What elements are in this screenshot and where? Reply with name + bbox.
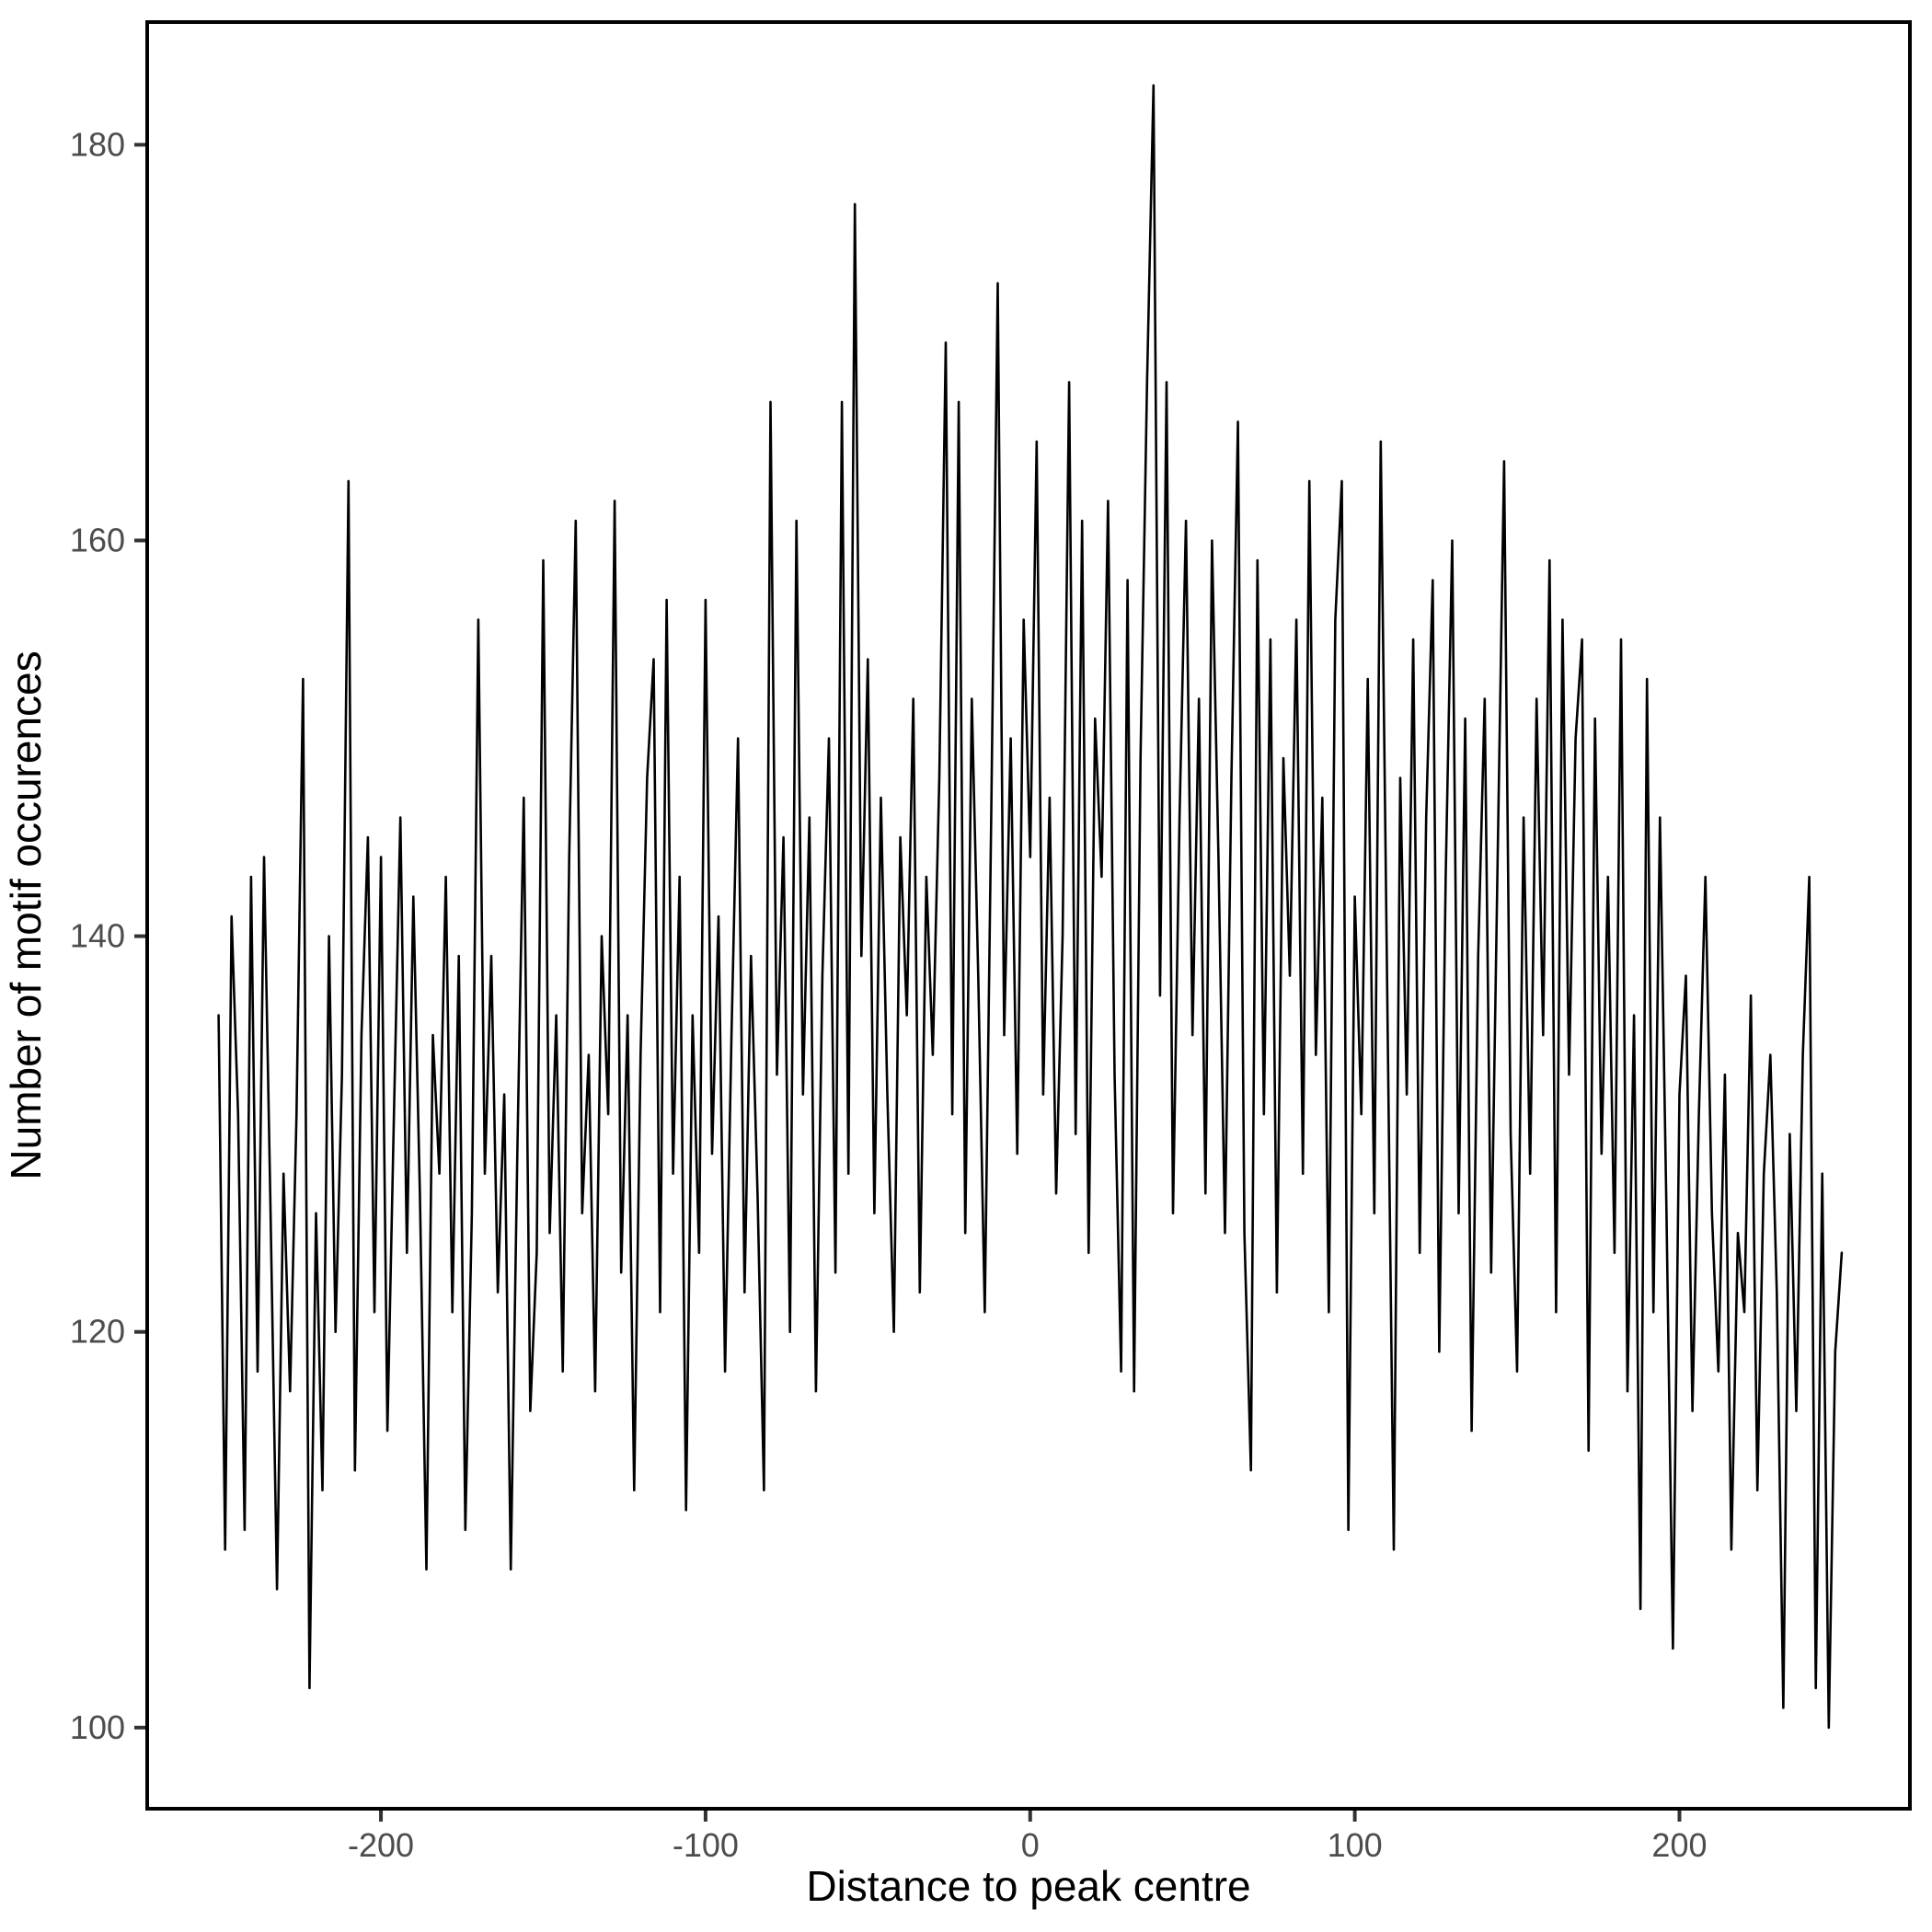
axis-tick-marks [134, 143, 1682, 1822]
y-tick-label: 140 [70, 917, 125, 955]
y-tick-label: 160 [70, 521, 125, 558]
x-tick-label: -200 [348, 1826, 414, 1864]
y-tick-label: 180 [70, 125, 125, 163]
x-tick-label: 200 [1651, 1826, 1707, 1864]
x-tick-label: 100 [1328, 1826, 1383, 1864]
y-tick-label: 100 [70, 1708, 125, 1746]
x-tick-label: -100 [673, 1826, 739, 1864]
data-series-line [217, 84, 1844, 1730]
plot-panel-border [145, 20, 1912, 1811]
x-axis-title: Distance to peak centre [806, 1862, 1250, 1910]
axis-tick-labels: -200 -100 0 100 200 100 120 140 160 180 [70, 125, 1708, 1864]
y-axis-title: Number of motif occurences [2, 650, 50, 1179]
y-tick-label: 120 [70, 1313, 125, 1351]
plot-panel [147, 22, 1910, 1809]
x-tick-label: 0 [1021, 1826, 1040, 1864]
